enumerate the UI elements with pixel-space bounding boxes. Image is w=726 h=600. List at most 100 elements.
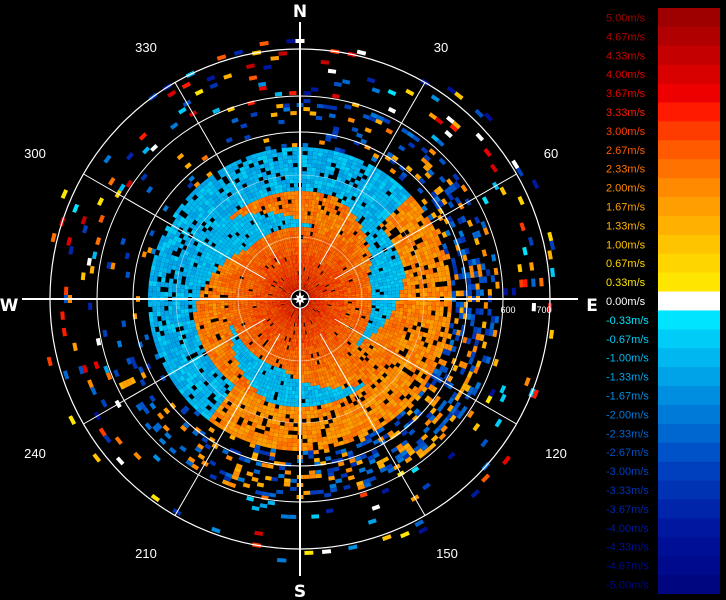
velocity-cell — [336, 243, 341, 248]
velocity-cell — [313, 281, 317, 285]
velocity-cell — [271, 440, 278, 446]
velocity-cell — [382, 337, 387, 343]
velocity-cell — [389, 414, 396, 421]
velocity-cell — [149, 402, 157, 410]
velocity-cell — [301, 310, 304, 315]
velocity-cell — [347, 294, 352, 297]
velocity-cell — [336, 314, 341, 318]
velocity-cell — [350, 273, 356, 278]
velocity-cell — [435, 301, 440, 307]
velocity-cell — [431, 361, 438, 368]
velocity-cell — [432, 427, 441, 435]
velocity-cell — [467, 307, 472, 314]
velocity-cell — [378, 311, 383, 315]
velocity-cell — [366, 238, 372, 244]
velocity-cell — [304, 382, 308, 387]
velocity-cell — [303, 314, 306, 319]
velocity-cell — [334, 268, 339, 273]
velocity-cell — [402, 278, 407, 283]
velocity-cell — [305, 313, 308, 318]
velocity-cell — [282, 405, 287, 411]
velocity-cell — [401, 250, 407, 256]
velocity-cell — [305, 402, 310, 407]
velocity-cell — [389, 277, 395, 282]
velocity-cell — [345, 429, 352, 436]
velocity-cell — [345, 206, 351, 212]
velocity-cell — [309, 187, 314, 192]
velocity-cell — [395, 413, 403, 421]
velocity-cell — [315, 303, 320, 306]
velocity-cell — [421, 198, 428, 206]
velocity-cell — [380, 320, 385, 325]
velocity-cell — [313, 307, 318, 310]
velocity-cell — [281, 376, 285, 382]
velocity-cell — [320, 346, 324, 351]
velocity-cell — [301, 267, 303, 272]
velocity-cell — [374, 268, 380, 273]
velocity-cell — [344, 166, 351, 172]
velocity-cell — [351, 299, 356, 302]
velocity-cell — [303, 314, 305, 319]
velocity-cell — [341, 356, 346, 362]
velocity-cell — [332, 466, 340, 472]
velocity-cell — [402, 262, 408, 268]
velocity-cell — [345, 329, 351, 334]
velocity-cell — [309, 273, 312, 278]
velocity-cell — [287, 398, 292, 403]
velocity-cell — [305, 280, 308, 285]
velocity-cell — [352, 357, 358, 363]
velocity-cell — [305, 195, 310, 200]
velocity-cell — [284, 393, 289, 399]
velocity-cell — [427, 328, 433, 335]
radar-polar-plot: N E S W 30 60 120 150 210 240 300 330 60… — [0, 2, 598, 600]
velocity-cell — [308, 394, 313, 399]
velocity-cell — [302, 147, 308, 152]
velocity-cell — [302, 346, 305, 351]
velocity-cell — [293, 410, 298, 415]
velocity-cell — [430, 190, 438, 198]
velocity-cell — [301, 390, 305, 395]
velocity-cell — [339, 427, 346, 433]
velocity-cell — [287, 361, 290, 367]
velocity-cell — [330, 317, 335, 321]
velocity-cell — [407, 449, 416, 457]
velocity-cell — [339, 278, 345, 282]
velocity-cell — [425, 364, 432, 371]
velocity-cell — [399, 222, 405, 228]
velocity-cell — [361, 279, 366, 283]
velocity-cell — [371, 448, 379, 455]
velocity-cell — [329, 187, 334, 192]
velocity-cell — [304, 346, 307, 351]
velocity-cell — [317, 156, 323, 161]
velocity-cell — [382, 282, 387, 286]
velocity-cell — [374, 419, 381, 426]
velocity-cell — [328, 149, 335, 155]
velocity-cell — [355, 293, 360, 297]
velocity-cell — [324, 312, 328, 316]
velocity-cell — [321, 436, 328, 442]
velocity-cell — [355, 222, 361, 228]
velocity-cell — [303, 259, 305, 264]
velocity-cell — [288, 366, 292, 371]
velocity-cell — [330, 308, 335, 311]
velocity-cell — [333, 396, 339, 402]
velocity-cell — [280, 397, 285, 402]
velocity-cell — [289, 341, 292, 347]
velocity-cell — [519, 279, 524, 288]
velocity-cell — [344, 262, 350, 267]
velocity-cell — [327, 280, 332, 284]
velocity-cell — [358, 272, 364, 277]
velocity-cell — [411, 292, 416, 297]
velocity-cell — [370, 312, 375, 317]
velocity-cell — [360, 231, 366, 237]
velocity-cell — [317, 221, 321, 226]
velocity-cell — [413, 408, 420, 415]
velocity-cell — [327, 471, 335, 477]
velocity-cell — [397, 341, 404, 347]
velocity-cell — [311, 293, 316, 296]
velocity-cell — [369, 431, 376, 438]
velocity-cell — [430, 379, 438, 387]
velocity-cell — [400, 449, 408, 457]
velocity-cell — [402, 311, 408, 316]
velocity-cell — [237, 476, 245, 483]
